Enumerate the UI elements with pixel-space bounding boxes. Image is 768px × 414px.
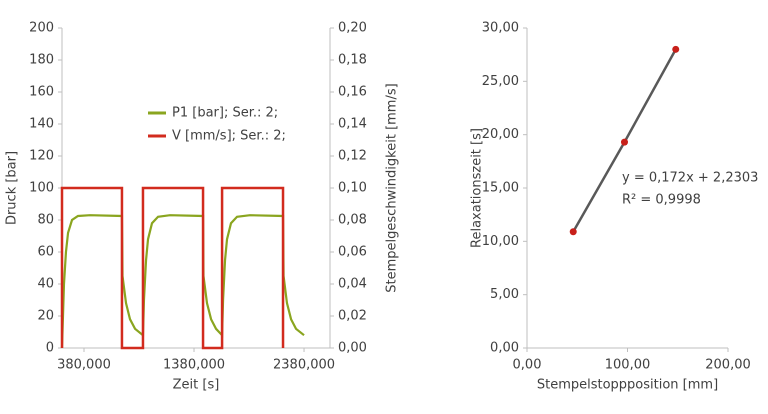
y-tick-label: 40 — [37, 277, 54, 292]
y-tick-label: 20,00 — [482, 127, 519, 142]
y-tick-label: 180 — [29, 53, 54, 68]
y2-tick-label: 0,04 — [338, 277, 367, 292]
y-tick-label: 200 — [29, 21, 54, 36]
y-tick-label: 15,00 — [482, 181, 519, 196]
x-tick-label: 380,000 — [57, 358, 111, 373]
data-point — [569, 228, 577, 236]
x-tick-label: 200,00 — [705, 358, 751, 373]
x-tick-label: 0,00 — [513, 358, 542, 373]
y2-tick-label: 0,10 — [338, 181, 367, 196]
y-tick-label: 80 — [37, 213, 54, 228]
y-tick-label: 30,00 — [482, 21, 519, 36]
x-tick-label: 100,00 — [605, 358, 651, 373]
annotation: R² = 0,9998 — [622, 193, 701, 208]
y2-tick-label: 0,14 — [338, 117, 367, 132]
y-tick-label: 140 — [29, 117, 54, 132]
data-line — [60, 214, 305, 349]
y2-tick-label: 0,20 — [338, 21, 367, 36]
y-tick-label: 0 — [46, 341, 54, 356]
y2-tick-label: 0,08 — [338, 213, 367, 228]
data-line — [60, 186, 285, 350]
y-tick-label: 25,00 — [482, 74, 519, 89]
y-axis-title: Druck [bar] — [5, 151, 20, 225]
y-tick-label: 0,00 — [490, 341, 519, 356]
y2-tick-label: 0,06 — [338, 245, 367, 260]
y-tick-label: 5,00 — [490, 287, 519, 302]
y-tick-label: 120 — [29, 149, 54, 164]
y-axis-title: Relaxationszeit [s] — [470, 128, 485, 248]
data-point — [620, 138, 628, 146]
y2-tick-label: 0,16 — [338, 85, 367, 100]
data-point — [672, 45, 680, 53]
x-axis-title: Zeit [s] — [173, 378, 220, 393]
y-tick-label: 10,00 — [482, 234, 519, 249]
legend-label: P1 [bar]; Ser.: 2; — [172, 106, 278, 121]
annotation: y = 0,172x + 2,2303 — [622, 171, 758, 186]
y2-tick-label: 0,18 — [338, 53, 367, 68]
y2-tick-label: 0,12 — [338, 149, 367, 164]
y-tick-label: 20 — [37, 309, 54, 324]
y-tick-label: 60 — [37, 245, 54, 260]
legend-label: V [mm/s]; Ser.: 2; — [172, 129, 286, 144]
y2-axis-title: Stempelgeschwindigkeit [mm/s] — [385, 83, 400, 292]
x-axis-title: Stempelstoppposition [mm] — [537, 378, 718, 393]
x-tick-label: 1380,000 — [163, 358, 225, 373]
x-tick-label: 2380,000 — [273, 358, 335, 373]
y-tick-label: 160 — [29, 85, 54, 100]
y2-tick-label: 0,00 — [338, 341, 367, 356]
y-tick-label: 100 — [29, 181, 54, 196]
y2-tick-label: 0,02 — [338, 309, 367, 324]
